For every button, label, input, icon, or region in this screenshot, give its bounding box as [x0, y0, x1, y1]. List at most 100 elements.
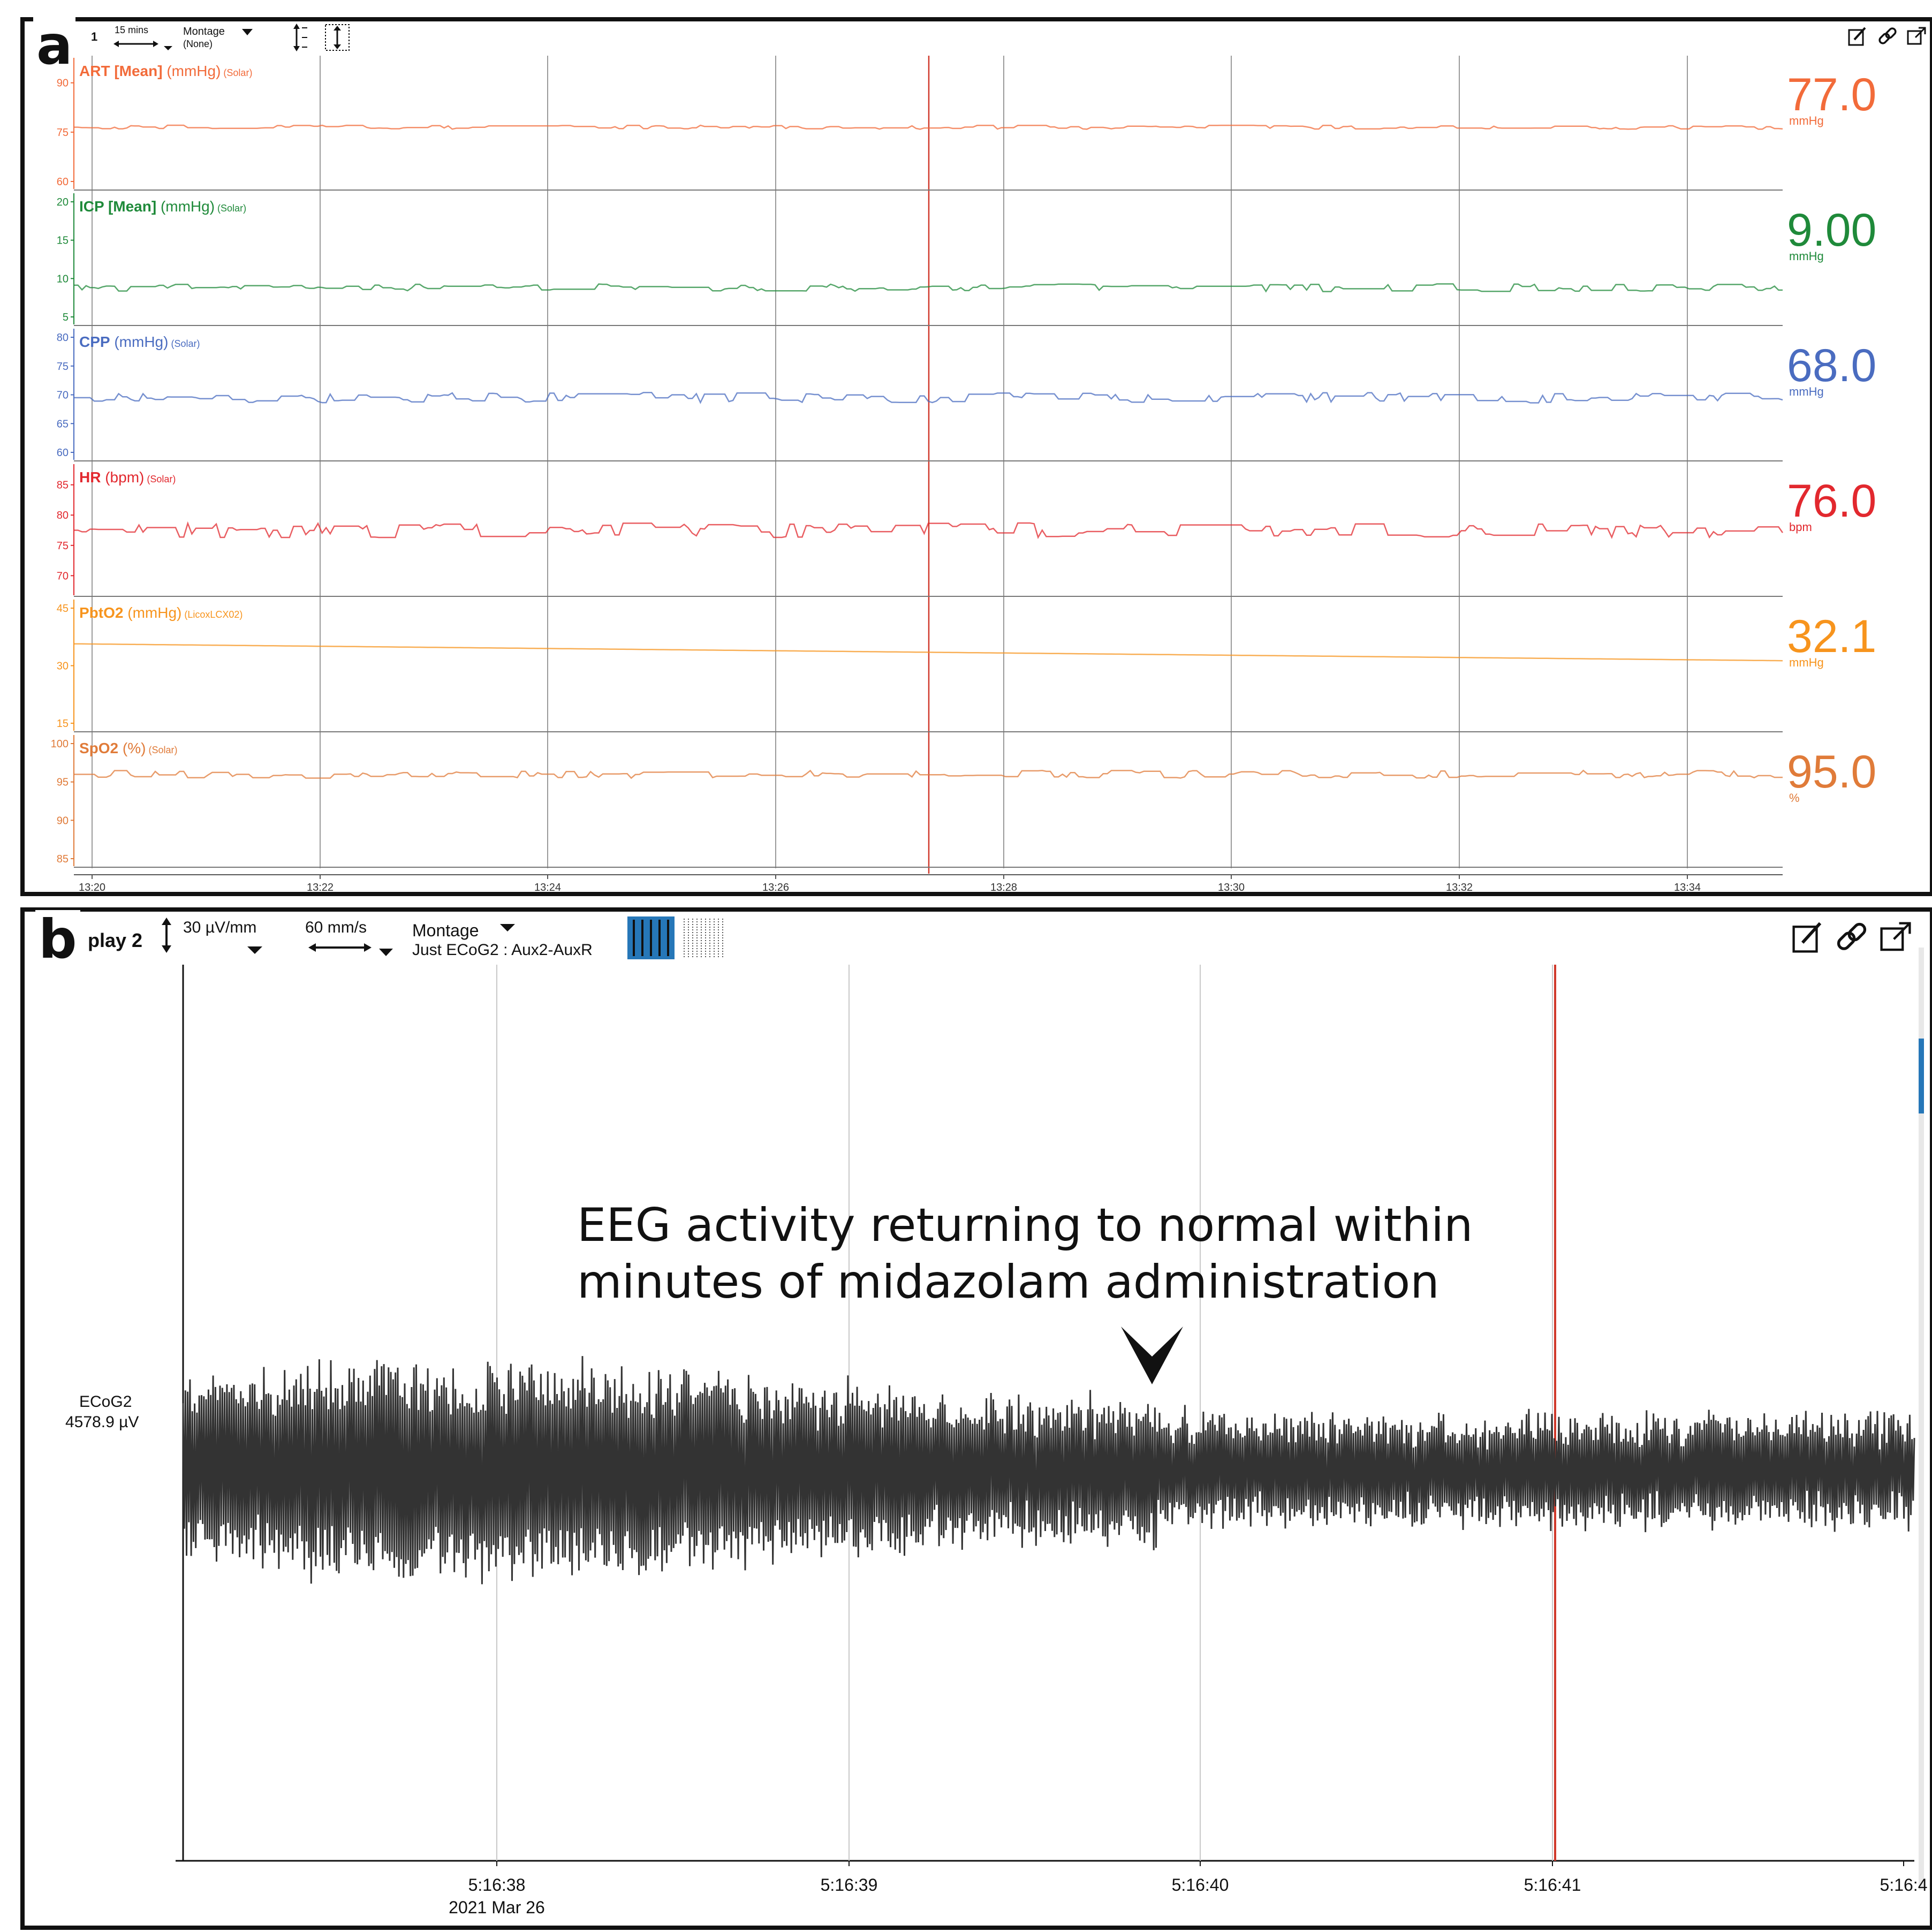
channel-trace [74, 769, 1783, 779]
channel-current-value: 68.0 [1787, 340, 1876, 391]
link-icon[interactable] [1877, 26, 1898, 47]
channel-trace [74, 643, 1783, 662]
channel-title: ART [Mean] (mmHg) (Solar) [79, 63, 252, 79]
channel-tick-label: 60 [57, 176, 69, 188]
panel-a-label: a [33, 16, 76, 75]
channel-tick-label: 90 [57, 78, 69, 89]
eeg-scrollbar-thumb [1919, 1039, 1924, 1113]
panel-b [20, 907, 1932, 1930]
channel-title: SpO2 (%) (Solar) [79, 740, 177, 756]
time-axis-label: 13:26 [762, 882, 789, 893]
eeg-time-label: 5:16:4 [1880, 1875, 1928, 1895]
speed-arrow-icon[interactable] [307, 939, 404, 960]
channel-value-unit: mmHg [1789, 114, 1824, 127]
time-scale-label-a[interactable]: 15 mins [115, 25, 149, 35]
channel-title: ICP [Mean] (mmHg) (Solar) [79, 198, 246, 215]
channel-value-unit: mmHg [1789, 656, 1824, 669]
eeg-time-label: 5:16:40 [1172, 1875, 1229, 1895]
popout-icon[interactable] [1906, 26, 1927, 47]
eeg-scrollbar-track [1919, 948, 1924, 1890]
link-icon[interactable] [1834, 920, 1869, 955]
waveform-view-button-icon[interactable] [627, 916, 675, 959]
channel-tick-label: 70 [57, 390, 69, 401]
fit-vertical-icon[interactable] [324, 24, 350, 51]
sensitivity-label[interactable]: 30 µV/mm [183, 919, 257, 936]
eeg-time-label: 5:16:38 [468, 1875, 526, 1895]
channel-name[interactable]: ECoG2 [79, 1393, 132, 1411]
time-axis-label: 13:34 [1674, 882, 1701, 893]
channel-scale: 4578.9 µV [65, 1413, 139, 1431]
channel-tick-label: 75 [57, 361, 69, 373]
channel-value-unit: mmHg [1789, 385, 1824, 398]
channel-trace [74, 521, 1784, 539]
channel-trace [74, 124, 1783, 130]
display-title-b: play 2 [88, 929, 143, 951]
channel-tick-label: 80 [57, 510, 69, 521]
channel-tick-label: 100 [51, 738, 69, 750]
channel-value-unit: % [1789, 791, 1800, 805]
panel-a [20, 17, 1932, 896]
channel-current-value: 95.0 [1787, 746, 1876, 798]
channel-tick-label: 15 [57, 235, 69, 247]
sensitivity-arrow-icon[interactable] [158, 916, 175, 954]
channel-trace [74, 391, 1783, 404]
channel-tick-label: 45 [57, 603, 69, 615]
channel-trace [74, 283, 1783, 293]
trend-chart: 13:20 13:22 13:24 13:26 13:28 13:30 13:32 13:34… [51, 56, 1876, 893]
time-axis-label: 13:24 [534, 882, 561, 893]
time-axis-label: 13:28 [990, 882, 1017, 893]
dense-grid-view-icon[interactable] [682, 916, 725, 959]
speed-label[interactable]: 60 mm/s [305, 919, 367, 936]
channel-title: CPP (mmHg) (Solar) [79, 334, 200, 350]
channel-tick-label: 15 [57, 718, 69, 730]
edit-icon[interactable] [1847, 26, 1868, 47]
montage-value-a[interactable]: (None) [183, 39, 213, 49]
eeg-time-label: 5:16:41 [1524, 1875, 1581, 1895]
channel-tick-label: 70 [57, 570, 69, 582]
channel-tick-label: 20 [57, 196, 69, 208]
montage-chevron-down-icon[interactable] [499, 922, 516, 934]
sensitivity-chevron-down-icon[interactable] [246, 944, 263, 956]
channel-tick-label: 85 [57, 480, 69, 491]
panel-b-label: b [35, 910, 80, 969]
channel-tick-label: 90 [57, 815, 69, 827]
channel-title: PbtO2 (mmHg) (LicoxLCX02) [79, 604, 243, 621]
channel-tick-label: 30 [57, 661, 69, 672]
channel-tick-label: 65 [57, 418, 69, 430]
time-axis-label: 13:30 [1218, 882, 1245, 893]
annotation-arrowhead-icon [1121, 1327, 1183, 1384]
channel-tick-label: 5 [63, 312, 69, 323]
channel-tick-label: 95 [57, 777, 69, 789]
channel-tick-label: 85 [57, 853, 69, 865]
display-title-a: 1 [91, 30, 98, 43]
vertical-scale-icon[interactable] [289, 24, 310, 51]
edit-icon[interactable] [1790, 920, 1825, 955]
channel-tick-label: 75 [57, 127, 69, 139]
montage-label-b[interactable]: Montage [412, 921, 479, 940]
annotation-line-1: EEG activity returning to normal within [577, 1199, 1473, 1252]
channel-tick-label: 80 [57, 332, 69, 344]
time-axis-label: 13:32 [1446, 882, 1473, 893]
channel-current-value: 76.0 [1787, 475, 1876, 527]
channel-title: HR (bpm) (Solar) [79, 469, 176, 486]
channel-tick-label: 60 [57, 447, 69, 459]
eeg-date-label: 2021 Mar 26 [449, 1898, 545, 1917]
popout-icon[interactable] [1878, 920, 1913, 955]
montage-label-a[interactable]: Montage [183, 26, 225, 37]
montage-value-b[interactable]: Just ECoG2 : Aux2-AuxR [412, 941, 593, 959]
channel-value-unit: mmHg [1789, 249, 1824, 263]
annotation-line-2: minutes of midazolam administration [577, 1255, 1439, 1309]
channel-tick-label: 75 [57, 540, 69, 552]
eeg-time-label: 5:16:39 [821, 1875, 878, 1895]
channel-current-value: 32.1 [1787, 611, 1876, 662]
time-axis-label: 13:20 [79, 882, 105, 893]
time-axis-label: 13:22 [307, 882, 334, 893]
time-scale-arrow-icon[interactable] [112, 37, 177, 54]
channel-current-value: 9.00 [1787, 204, 1876, 256]
eeg-trace [182, 1356, 1915, 1585]
chevron-down-icon[interactable] [241, 27, 254, 37]
channel-current-value: 77.0 [1787, 69, 1876, 120]
channel-value-unit: bpm [1789, 520, 1812, 534]
channel-tick-label: 10 [57, 273, 69, 285]
